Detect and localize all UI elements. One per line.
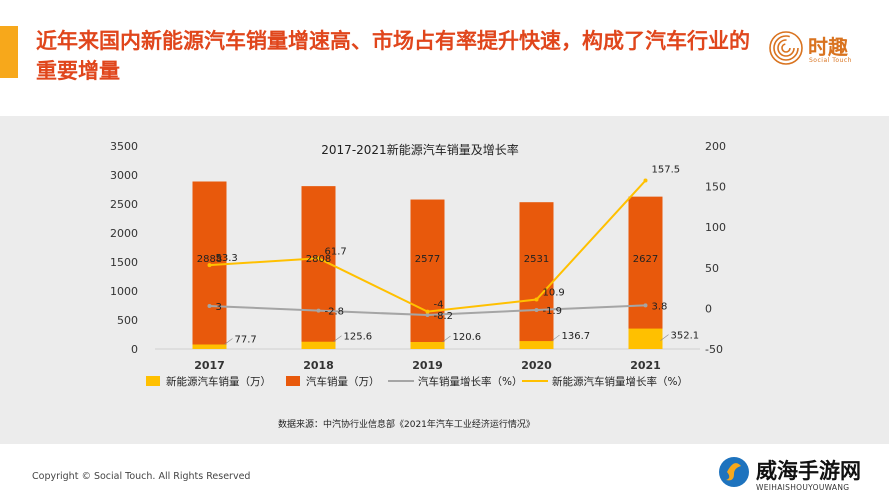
y-left-tick-label: 2000 <box>110 227 138 240</box>
nev-growth-label: 10.9 <box>543 288 565 299</box>
nev-growth-line-point <box>643 178 648 183</box>
nev-growth-label: -4 <box>434 300 444 311</box>
nev-sales-label: 125.6 <box>344 332 373 343</box>
auto-growth-line-point <box>643 303 648 308</box>
auto-sales-label: 2531 <box>524 254 549 265</box>
nev-sales-label: 136.7 <box>562 331 591 342</box>
auto-sales-label: 2577 <box>415 254 440 265</box>
auto-sales-bar <box>628 196 663 349</box>
auto-growth-label: -1.9 <box>543 306 563 317</box>
auto-growth-label: -2.8 <box>325 307 345 318</box>
nev-growth-label: 53.3 <box>216 253 238 264</box>
auto-growth-line-point <box>534 307 539 312</box>
logo-name: 时趣 <box>808 35 848 59</box>
auto-growth-label: 3.8 <box>652 301 668 312</box>
watermark-name: 威海手游网 <box>756 459 861 483</box>
nev-sales-bar <box>410 342 445 349</box>
auto-growth-line-point <box>207 303 212 308</box>
auto-sales-bar <box>301 186 336 349</box>
site-watermark: 威海手游网 WEIHAISHOUYOUWANG <box>716 452 886 498</box>
auto-growth-line-point <box>316 308 321 313</box>
nev-growth-label: 61.7 <box>325 246 347 257</box>
y-left-tick-label: 3000 <box>110 169 138 182</box>
watermark-url: WEIHAISHOUYOUWANG <box>756 483 850 492</box>
x-tick-label: 2021 <box>630 359 661 372</box>
source-note: 数据来源：中汽协行业信息部《2021年汽车工业经济运行情况》 <box>278 420 535 430</box>
chart-panel: 2017-2021新能源汽车销量及增长率 0 500 1000 1500 2000 250… <box>0 116 889 444</box>
y-right-tick-label: 100 <box>705 221 726 234</box>
y-left-tick-label: 2500 <box>110 198 138 211</box>
nev-sales-label-leader <box>333 335 342 342</box>
slide-title: 近年来国内新能源汽车销量增速高、市场占有率提升快速，构成了汽车行业的重要增量 <box>36 29 750 83</box>
y-left-tick-label: 500 <box>117 314 138 327</box>
brand-logo: 时趣 Social Touch <box>768 30 872 70</box>
y-left-tick-label: 3500 <box>110 140 138 153</box>
spiral-logo-icon <box>769 31 803 65</box>
nev-growth-line-point <box>316 256 321 261</box>
y-left-tick-label: 0 <box>131 343 138 356</box>
legend-label: 新能源汽车销量（万） <box>166 375 271 388</box>
y-right-tick-label: 50 <box>705 262 719 275</box>
nev-sales-label-leader <box>224 338 233 345</box>
legend-label: 汽车销量（万） <box>306 375 380 388</box>
nev-sales-label: 120.6 <box>453 332 482 343</box>
auto-sales-label: 2808 <box>306 254 331 265</box>
x-tick-label: 2019 <box>412 359 443 372</box>
nev-growth-line-point <box>207 263 212 268</box>
x-tick-label: 2020 <box>521 359 552 372</box>
y-left-tick-label: 1500 <box>110 256 138 269</box>
y-right-tick-label: 0 <box>705 302 712 315</box>
sales-growth-chart: 2017-2021新能源汽车销量及增长率 0500100015002000250… <box>110 140 726 388</box>
chart-title: 2017-2021新能源汽车销量及增长率 <box>321 142 518 157</box>
copyright-text: Copyright © Social Touch. All Rights Res… <box>32 471 251 482</box>
nev-sales-label: 77.7 <box>235 334 257 345</box>
auto-growth-label: -8.2 <box>434 311 454 322</box>
y-left-tick-label: 1000 <box>110 285 138 298</box>
nev-sales-bar <box>192 344 227 349</box>
x-tick-label: 2018 <box>303 359 334 372</box>
auto-growth-label: 3 <box>216 302 222 313</box>
nev-sales-label-leader <box>660 334 669 341</box>
legend-label: 新能源汽车销量增长率（%） <box>552 375 688 388</box>
nev-growth-line-point <box>425 309 430 314</box>
x-tick-label: 2017 <box>194 359 225 372</box>
nev-sales-label: 352.1 <box>671 331 700 342</box>
auto-sales-bar <box>519 202 554 349</box>
nev-growth-line-point <box>534 297 539 302</box>
legend-swatch <box>286 376 300 386</box>
y-right-tick-label: 150 <box>705 181 726 194</box>
legend-label: 汽车销量增长率（%） <box>418 375 522 388</box>
watermark-logo-icon <box>719 457 749 487</box>
nev-sales-bar <box>519 341 554 349</box>
auto-growth-line-point <box>425 313 430 318</box>
auto-sales-label: 2627 <box>633 254 658 265</box>
nev-sales-bar <box>301 341 336 349</box>
legend-swatch <box>146 376 160 386</box>
title-accent-bar <box>0 26 18 78</box>
nev-sales-label-leader <box>442 335 451 343</box>
logo-subtitle: Social Touch <box>809 57 852 64</box>
nev-sales-bar <box>628 328 663 349</box>
nev-sales-label-leader <box>551 334 560 342</box>
y-right-tick-label: 200 <box>705 140 726 153</box>
auto-sales-label: 2888 <box>197 254 222 265</box>
y-right-tick-label: -50 <box>705 343 723 356</box>
auto-sales-bar <box>410 199 445 349</box>
nev-growth-label: 157.5 <box>652 165 681 176</box>
